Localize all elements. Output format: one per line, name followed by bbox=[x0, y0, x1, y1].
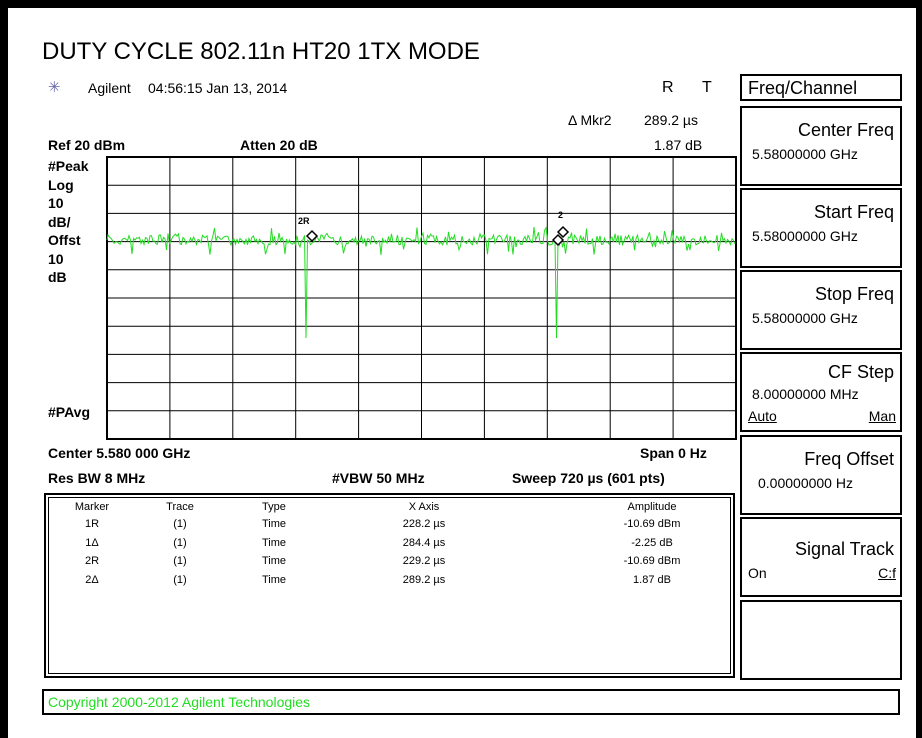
attenuation: Atten 20 dB bbox=[240, 137, 318, 153]
softkey-option: C:f bbox=[878, 565, 896, 581]
softkey-option: Man bbox=[868, 408, 896, 424]
marker-label: Δ Mkr2 bbox=[568, 112, 612, 128]
left-label: #Peak bbox=[48, 158, 89, 174]
softkey[interactable]: Signal Track On C:f bbox=[740, 517, 902, 597]
table-cell: Time bbox=[262, 518, 287, 530]
vbw: #VBW 50 MHz bbox=[332, 470, 425, 486]
left-label: dB bbox=[48, 269, 67, 285]
avg-label: #PAvg bbox=[48, 404, 91, 420]
softkey-label: Freq Offset bbox=[804, 449, 894, 469]
graph-marker: 2 bbox=[558, 210, 563, 220]
ref-level: Ref 20 dBm bbox=[48, 137, 126, 153]
menu-title-box: Freq/Channel bbox=[740, 74, 902, 101]
trace bbox=[106, 226, 736, 339]
datetime: 04:56:15 Jan 13, 2014 bbox=[148, 80, 288, 96]
softkey-label: Center Freq bbox=[797, 120, 894, 140]
graph: 2R 2 bbox=[106, 156, 737, 440]
table-cell: 2Δ bbox=[85, 573, 99, 586]
table-cell: Time bbox=[262, 536, 287, 549]
table-cell: (1) bbox=[173, 555, 187, 567]
marker-amplitude: 1.87 dB bbox=[654, 137, 703, 153]
softkey-option: Auto bbox=[748, 408, 777, 424]
softkey-value: 8.00000000 MHz bbox=[752, 386, 859, 402]
softkey-value: 5.58000000 GHz bbox=[752, 310, 858, 326]
table-cell: 228.2 µs bbox=[402, 518, 446, 530]
table-cell: 1R bbox=[84, 518, 100, 530]
softkey-empty[interactable] bbox=[740, 600, 902, 680]
table-inner bbox=[48, 497, 731, 674]
t-indicator: T bbox=[702, 79, 712, 96]
table-cell: -2.25 dB bbox=[631, 536, 673, 549]
table-cell: -10.69 dBm bbox=[623, 518, 681, 530]
table-cell: 2R bbox=[84, 555, 100, 567]
rbw: Res BW 8 MHz bbox=[48, 470, 146, 486]
r-indicator: R bbox=[662, 79, 674, 96]
table-cell: Type bbox=[262, 501, 286, 513]
left-label: dB/ bbox=[48, 213, 71, 230]
span: Span 0 Hz bbox=[640, 445, 707, 461]
sweep: Sweep 720 µs (601 pts) bbox=[512, 470, 665, 486]
copyright-box bbox=[42, 689, 900, 715]
softkey-label: Stop Freq bbox=[814, 284, 894, 304]
softkey-value: 0.00000000 Hz bbox=[758, 475, 853, 491]
brand: Agilent bbox=[88, 80, 131, 96]
softkey-label: CF Step bbox=[827, 362, 894, 382]
softkey-label: Start Freq bbox=[813, 202, 894, 222]
title: DUTY CYCLE 802.11n HT20 1TX MODE bbox=[42, 38, 480, 65]
table-cell: 1.87 dB bbox=[633, 573, 671, 586]
menu-title: Freq/Channel bbox=[748, 78, 858, 98]
left-label: Offst bbox=[48, 232, 81, 248]
table-cell: 284.4 µs bbox=[402, 536, 446, 549]
softkey[interactable]: Stop Freq 5.58000000 GHz bbox=[740, 270, 902, 350]
copyright: Copyright 2000-2012 Agilent Technologies bbox=[48, 694, 311, 710]
softkey-value: 5.58000000 GHz bbox=[752, 146, 858, 162]
table-cell: 289.2 µs bbox=[402, 573, 446, 586]
softkey-label: Signal Track bbox=[794, 539, 894, 559]
table-cell: Marker bbox=[74, 501, 110, 513]
table-cell: (1) bbox=[173, 518, 187, 530]
softkey[interactable]: Center Freq 5.58000000 GHz bbox=[740, 106, 902, 186]
graph-marker: 2R bbox=[298, 216, 310, 226]
table-cell: (1) bbox=[173, 536, 187, 549]
softkey[interactable]: Start Freq 5.58000000 GHz bbox=[740, 188, 902, 268]
table-cell: Time bbox=[262, 555, 287, 567]
left-label: 10 bbox=[48, 195, 64, 211]
marker-table bbox=[44, 493, 735, 678]
table-cell: Trace bbox=[166, 501, 194, 513]
marker-x: 289.2 µs bbox=[644, 112, 698, 128]
table-cell: Amplitude bbox=[627, 501, 677, 513]
softkey-option: On bbox=[748, 565, 767, 581]
table-cell: 1Δ bbox=[85, 536, 99, 549]
table-cell: X Axis bbox=[408, 501, 440, 513]
softkey[interactable]: CF Step 8.00000000 MHz Auto Man bbox=[740, 352, 902, 432]
left-label: 10 bbox=[48, 250, 64, 267]
table-cell: (1) bbox=[173, 573, 187, 586]
logo: ✳ bbox=[48, 79, 61, 96]
table-cell: Time bbox=[262, 573, 287, 586]
table-cell: -10.69 dBm bbox=[623, 555, 681, 567]
softkey[interactable]: Freq Offset 0.00000000 Hz bbox=[740, 435, 902, 515]
softkey-value: 5.58000000 GHz bbox=[752, 228, 858, 244]
center-freq: Center 5.580 000 GHz bbox=[48, 445, 191, 461]
marker-diamonds bbox=[305, 225, 570, 247]
table-cell: 229.2 µs bbox=[402, 555, 446, 567]
left-label: Log bbox=[48, 176, 74, 193]
